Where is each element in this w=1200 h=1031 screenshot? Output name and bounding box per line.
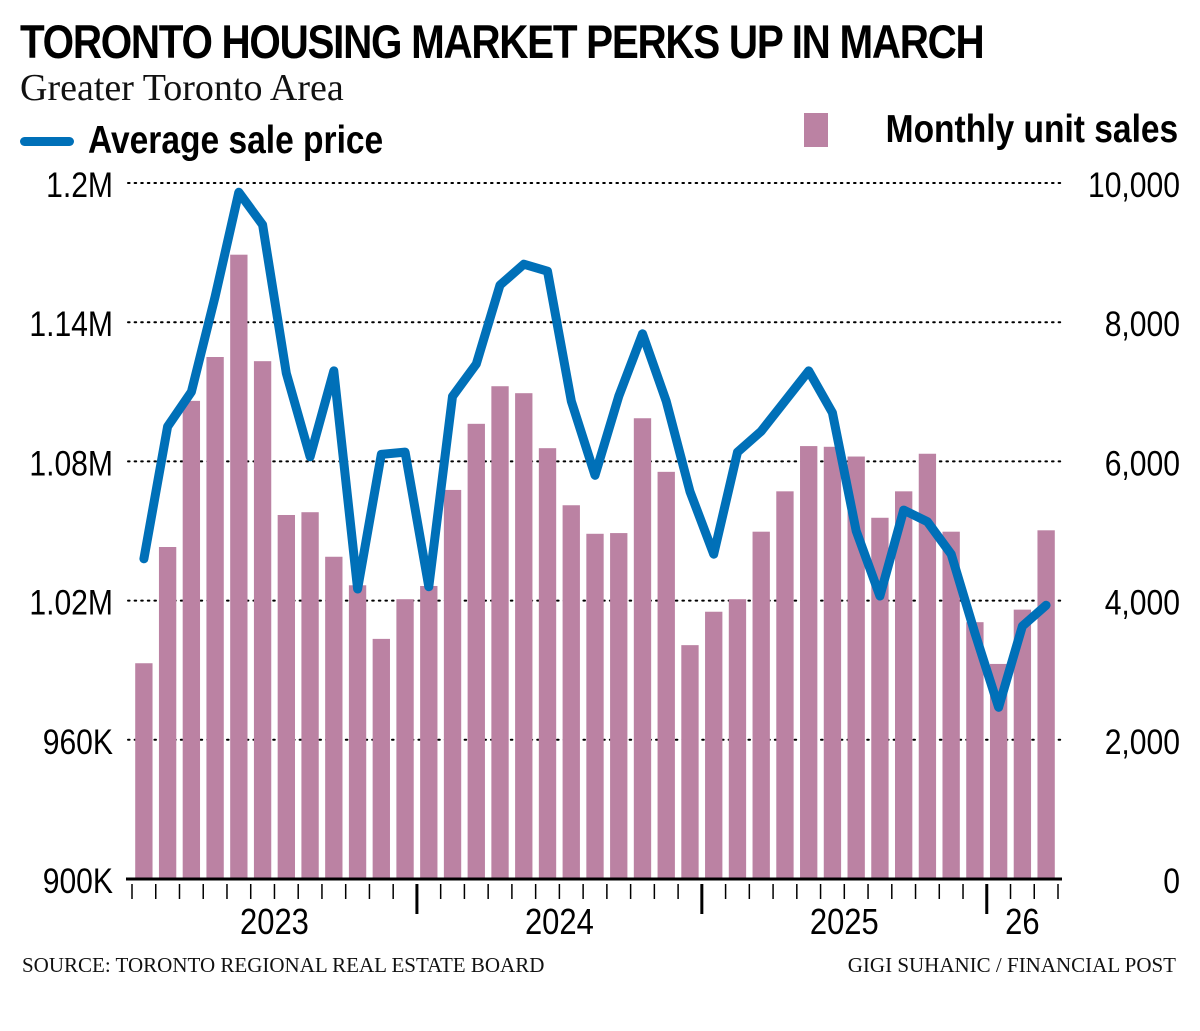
bar <box>135 663 153 879</box>
bar <box>800 446 818 879</box>
bar <box>586 533 604 879</box>
y-left-tick-label: 1.02M <box>29 582 113 622</box>
legend-item-average-price: Average sale price <box>20 119 431 163</box>
bar <box>657 471 675 879</box>
year-label: 2023 <box>240 903 309 943</box>
bar <box>301 512 319 879</box>
bar <box>348 585 367 879</box>
bar <box>918 453 937 879</box>
bar <box>420 585 438 879</box>
bar <box>966 622 984 879</box>
bar <box>467 423 485 879</box>
bar <box>895 491 913 879</box>
bar <box>562 505 580 879</box>
bar <box>610 533 628 879</box>
y-right-tick-label: 10,000 <box>1088 165 1180 205</box>
bar <box>491 386 509 879</box>
bar <box>325 556 343 879</box>
year-label: 2024 <box>525 903 594 943</box>
bar <box>989 663 1008 879</box>
bar <box>158 547 177 879</box>
y-left-tick-label: 1.08M <box>29 443 113 483</box>
bar <box>1013 609 1032 879</box>
bar <box>206 357 224 879</box>
y-right-tick-label: 8,000 <box>1105 304 1180 344</box>
bar-swatch-icon <box>803 113 828 147</box>
bar <box>633 418 652 879</box>
bar <box>871 517 889 879</box>
bar <box>182 400 201 879</box>
line-swatch-icon <box>20 136 74 146</box>
bar <box>538 448 557 879</box>
legend-label-unit-sales: Monthly unit sales <box>885 108 1178 151</box>
source-note: SOURCE: TORONTO REGIONAL REAL ESTATE BOA… <box>22 953 545 977</box>
bar <box>776 491 794 879</box>
bar <box>823 446 842 879</box>
bar <box>372 638 390 879</box>
bar <box>942 531 960 879</box>
bar <box>1037 530 1055 879</box>
bar-series-unit-sales <box>135 254 1055 880</box>
year-label: 2025 <box>810 903 879 943</box>
chart-subtitle: Greater Toronto Area <box>20 67 344 109</box>
bar <box>752 531 770 879</box>
y-left-tick-label: 1.14M <box>29 304 113 344</box>
bar <box>847 456 865 879</box>
price-line <box>139 187 1051 712</box>
y-axis-right: 0 2,000 4,000 6,000 8,000 10,000 <box>1088 165 1180 901</box>
bar <box>705 611 723 879</box>
credit-note: GIGI SUHANIC / FINANCIAL POST <box>847 953 1176 977</box>
bar <box>681 645 699 879</box>
x-axis-ticks: 2023 2024 2025 26 <box>131 884 1059 943</box>
y-left-tick-label: 1.2M <box>46 165 113 205</box>
bar <box>277 514 295 879</box>
legend-item-unit-sales: Monthly unit sales <box>803 108 1178 152</box>
y-right-tick-label: 4,000 <box>1105 582 1180 622</box>
y-left-tick-label: 960K <box>43 722 113 762</box>
chart-title: TORONTO HOUSING MARKET PERKS UP IN MARCH <box>20 15 985 68</box>
legend-label-average-price: Average sale price <box>88 119 384 162</box>
bar <box>443 489 462 879</box>
year-label: 26 <box>1005 903 1039 943</box>
bar <box>230 254 248 880</box>
y-right-tick-label: 0 <box>1163 861 1180 901</box>
y-right-tick-label: 2,000 <box>1105 722 1180 762</box>
y-right-tick-label: 6,000 <box>1105 443 1180 483</box>
bar <box>396 599 414 879</box>
bar <box>253 361 272 879</box>
y-axis-left: 900K 960K 1.02M 1.08M 1.14M 1.2M <box>29 165 113 901</box>
y-left-tick-label: 900K <box>43 861 113 901</box>
line-series-average-price <box>139 187 1051 712</box>
bar <box>728 599 747 879</box>
bar <box>515 393 533 879</box>
